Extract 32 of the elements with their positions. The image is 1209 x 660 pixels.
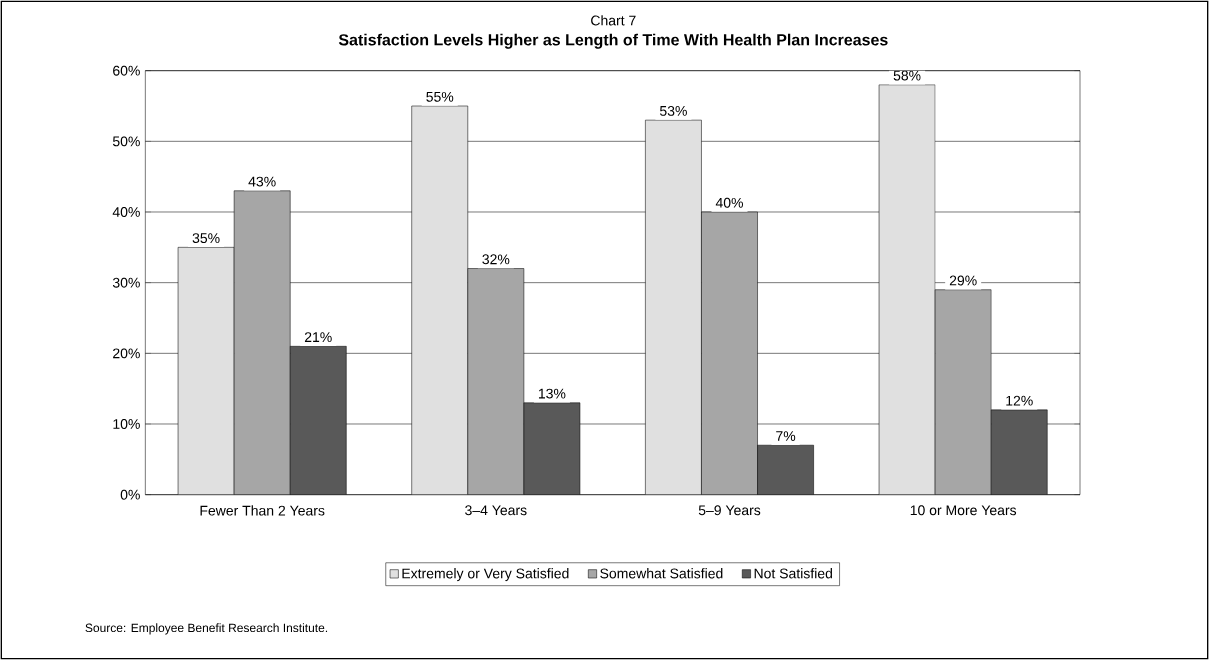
data-label: 12% [1006,395,1033,406]
x-tick-label: Fewer Than 2 Years [200,505,325,516]
legend-label: Not Satisfied [754,568,832,579]
source-note: Source: Employee Benefit Research Institute. [85,623,328,635]
y-tick-label: 30% [112,277,140,288]
data-label: 29% [949,275,977,286]
x-tick-label: 3–4 Years [465,505,527,516]
x-tick-label: 5–9 Years [698,505,761,516]
bar [411,105,469,495]
legend-label: Extremely or Very Satisfied [402,568,569,582]
data-label: 7% [776,431,796,441]
y-tick-label: 0% [120,489,140,500]
chart-subtitle: Chart 7 [591,15,636,26]
data-label: 58% [893,70,921,81]
data-label: 32% [482,254,510,265]
y-tick-label: 20% [113,348,140,359]
data-label: 53% [659,105,687,116]
data-label: 21% [304,332,332,342]
data-label: 40% [715,197,743,208]
data-label: 43% [248,176,276,187]
legend-label: Somewhat Satisfied [600,568,723,579]
data-label: 55% [426,91,454,102]
x-tick-label: 10 or More Years [910,505,1017,516]
bar [645,119,702,495]
chart-title: Satisfaction Levels Higher as Length of Time With Health Plan Increases [338,33,888,49]
data-label: 35% [192,233,220,244]
y-tick-label: 50% [112,136,140,147]
y-tick-label: 60% [113,65,140,76]
y-tick-label: 40% [112,207,140,217]
y-tick-label: 10% [113,419,140,429]
bar [177,247,235,495]
data-label: 13% [538,388,566,399]
